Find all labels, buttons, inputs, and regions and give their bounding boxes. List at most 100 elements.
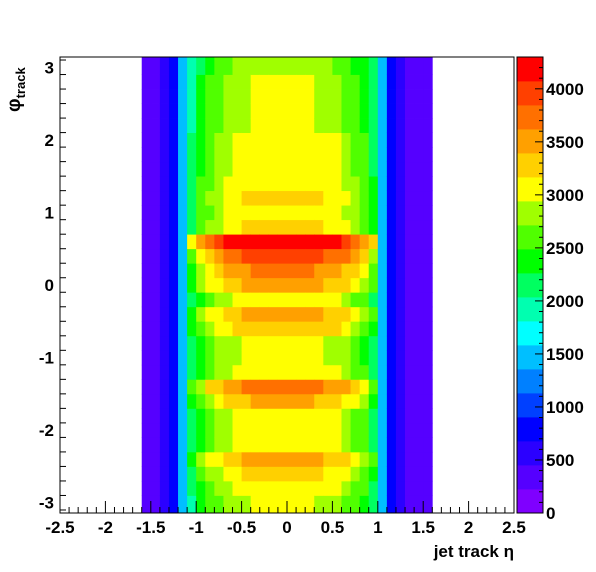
heatmap-cell (350, 57, 361, 75)
heatmap-cell (205, 393, 215, 409)
heatmap-cell (323, 292, 333, 308)
heatmap-cell (250, 364, 261, 380)
heatmap-cell (223, 480, 233, 496)
heatmap-cell (250, 248, 261, 264)
heatmap-cell (250, 147, 261, 163)
heatmap-cell (405, 248, 415, 264)
heatmap-cell (377, 132, 388, 148)
heatmap-cell (259, 234, 270, 250)
heatmap-cell (205, 205, 215, 221)
heatmap-cell (187, 480, 197, 496)
heatmap-cell (314, 495, 324, 514)
heatmap-cell (296, 321, 306, 337)
heatmap-cell (196, 306, 206, 322)
heatmap-cell (232, 350, 242, 366)
heatmap-cell (141, 422, 152, 438)
heatmap-cell (341, 277, 351, 293)
heatmap-cell (214, 176, 224, 192)
heatmap-cell (368, 321, 379, 337)
heatmap-cell (296, 437, 306, 453)
heatmap-cell (341, 176, 351, 192)
heatmap-cell (332, 292, 342, 308)
heatmap-cell (141, 393, 152, 409)
heatmap-cell (314, 408, 324, 424)
heatmap-cell (150, 480, 161, 496)
heatmap-cell (205, 350, 215, 366)
heatmap-cell (150, 408, 161, 424)
heatmap-cell (232, 466, 242, 482)
heatmap-cell (277, 306, 288, 322)
heatmap-cell (223, 118, 233, 133)
heatmap-cell (423, 248, 433, 264)
heatmap-cell (414, 321, 424, 337)
heatmap-cell (223, 234, 233, 250)
heatmap-cell (187, 219, 197, 235)
heatmap-cell (168, 379, 179, 395)
x-tick-label: -2.5 (45, 518, 74, 537)
heatmap-cell (268, 219, 279, 235)
heatmap-cell (423, 495, 433, 514)
heatmap-cell (178, 335, 188, 351)
heatmap-cell (332, 219, 342, 235)
heatmap-cell (368, 118, 379, 133)
y-tick-label: 2 (45, 131, 54, 150)
heatmap-cell (414, 393, 424, 409)
heatmap-cell (250, 277, 261, 293)
heatmap-cell (405, 306, 415, 322)
heatmap-cell (205, 190, 215, 206)
heatmap-cell (368, 132, 379, 148)
heatmap-cell (159, 263, 170, 279)
heatmap-cell (405, 176, 415, 192)
heatmap-cell (296, 89, 306, 104)
heatmap-cell (296, 190, 306, 206)
heatmap-cell (250, 495, 261, 514)
heatmap-cell (223, 466, 233, 482)
heatmap-cell (350, 350, 361, 366)
heatmap-cell (168, 350, 179, 366)
heatmap-cell (368, 466, 379, 482)
heatmap-cell (259, 480, 270, 496)
heatmap-cell (159, 277, 170, 293)
heatmap-cell (259, 292, 270, 308)
heatmap-cell (305, 161, 315, 177)
heatmap-cell (395, 437, 406, 453)
heatmap-cell (187, 277, 197, 293)
heatmap-cell (250, 321, 261, 337)
heatmap-cell (414, 103, 424, 119)
palette-swatch (517, 393, 543, 418)
z-tick-label: 3500 (546, 133, 584, 152)
heatmap-cell (178, 205, 188, 221)
heatmap-cell (323, 176, 333, 192)
heatmap-cell (250, 408, 261, 424)
heatmap-cell (223, 306, 233, 322)
heatmap-cell (323, 350, 333, 366)
heatmap-cell (205, 480, 215, 496)
heatmap-cell (141, 89, 152, 104)
heatmap-cell (205, 118, 215, 133)
heatmap-cell (386, 263, 397, 279)
heatmap-cell (305, 451, 315, 467)
heatmap-cell (241, 437, 252, 453)
heatmap-cell (395, 480, 406, 496)
heatmap-cell (187, 176, 197, 192)
heatmap-cell (232, 234, 242, 250)
heatmap-cell (296, 451, 306, 467)
heatmap-cell (159, 495, 170, 514)
heatmap-cell (178, 263, 188, 279)
heatmap-cell (296, 132, 306, 148)
heatmap-cell (178, 466, 188, 482)
heatmap-cell (332, 466, 342, 482)
heatmap-cell (287, 277, 297, 293)
heatmap-cell (341, 57, 351, 75)
heatmap-cell (341, 248, 351, 264)
heatmap-cell (268, 161, 279, 177)
y-axis-label: φtrack (4, 67, 28, 112)
heatmap-cell (178, 161, 188, 177)
heatmap-cell (314, 306, 324, 322)
heatmap-cell (377, 335, 388, 351)
heatmap-cell (414, 437, 424, 453)
heatmap-cell (168, 364, 179, 380)
heatmap-cell (332, 495, 342, 514)
heatmap-cell (377, 118, 388, 133)
heatmap-cell (178, 176, 188, 192)
